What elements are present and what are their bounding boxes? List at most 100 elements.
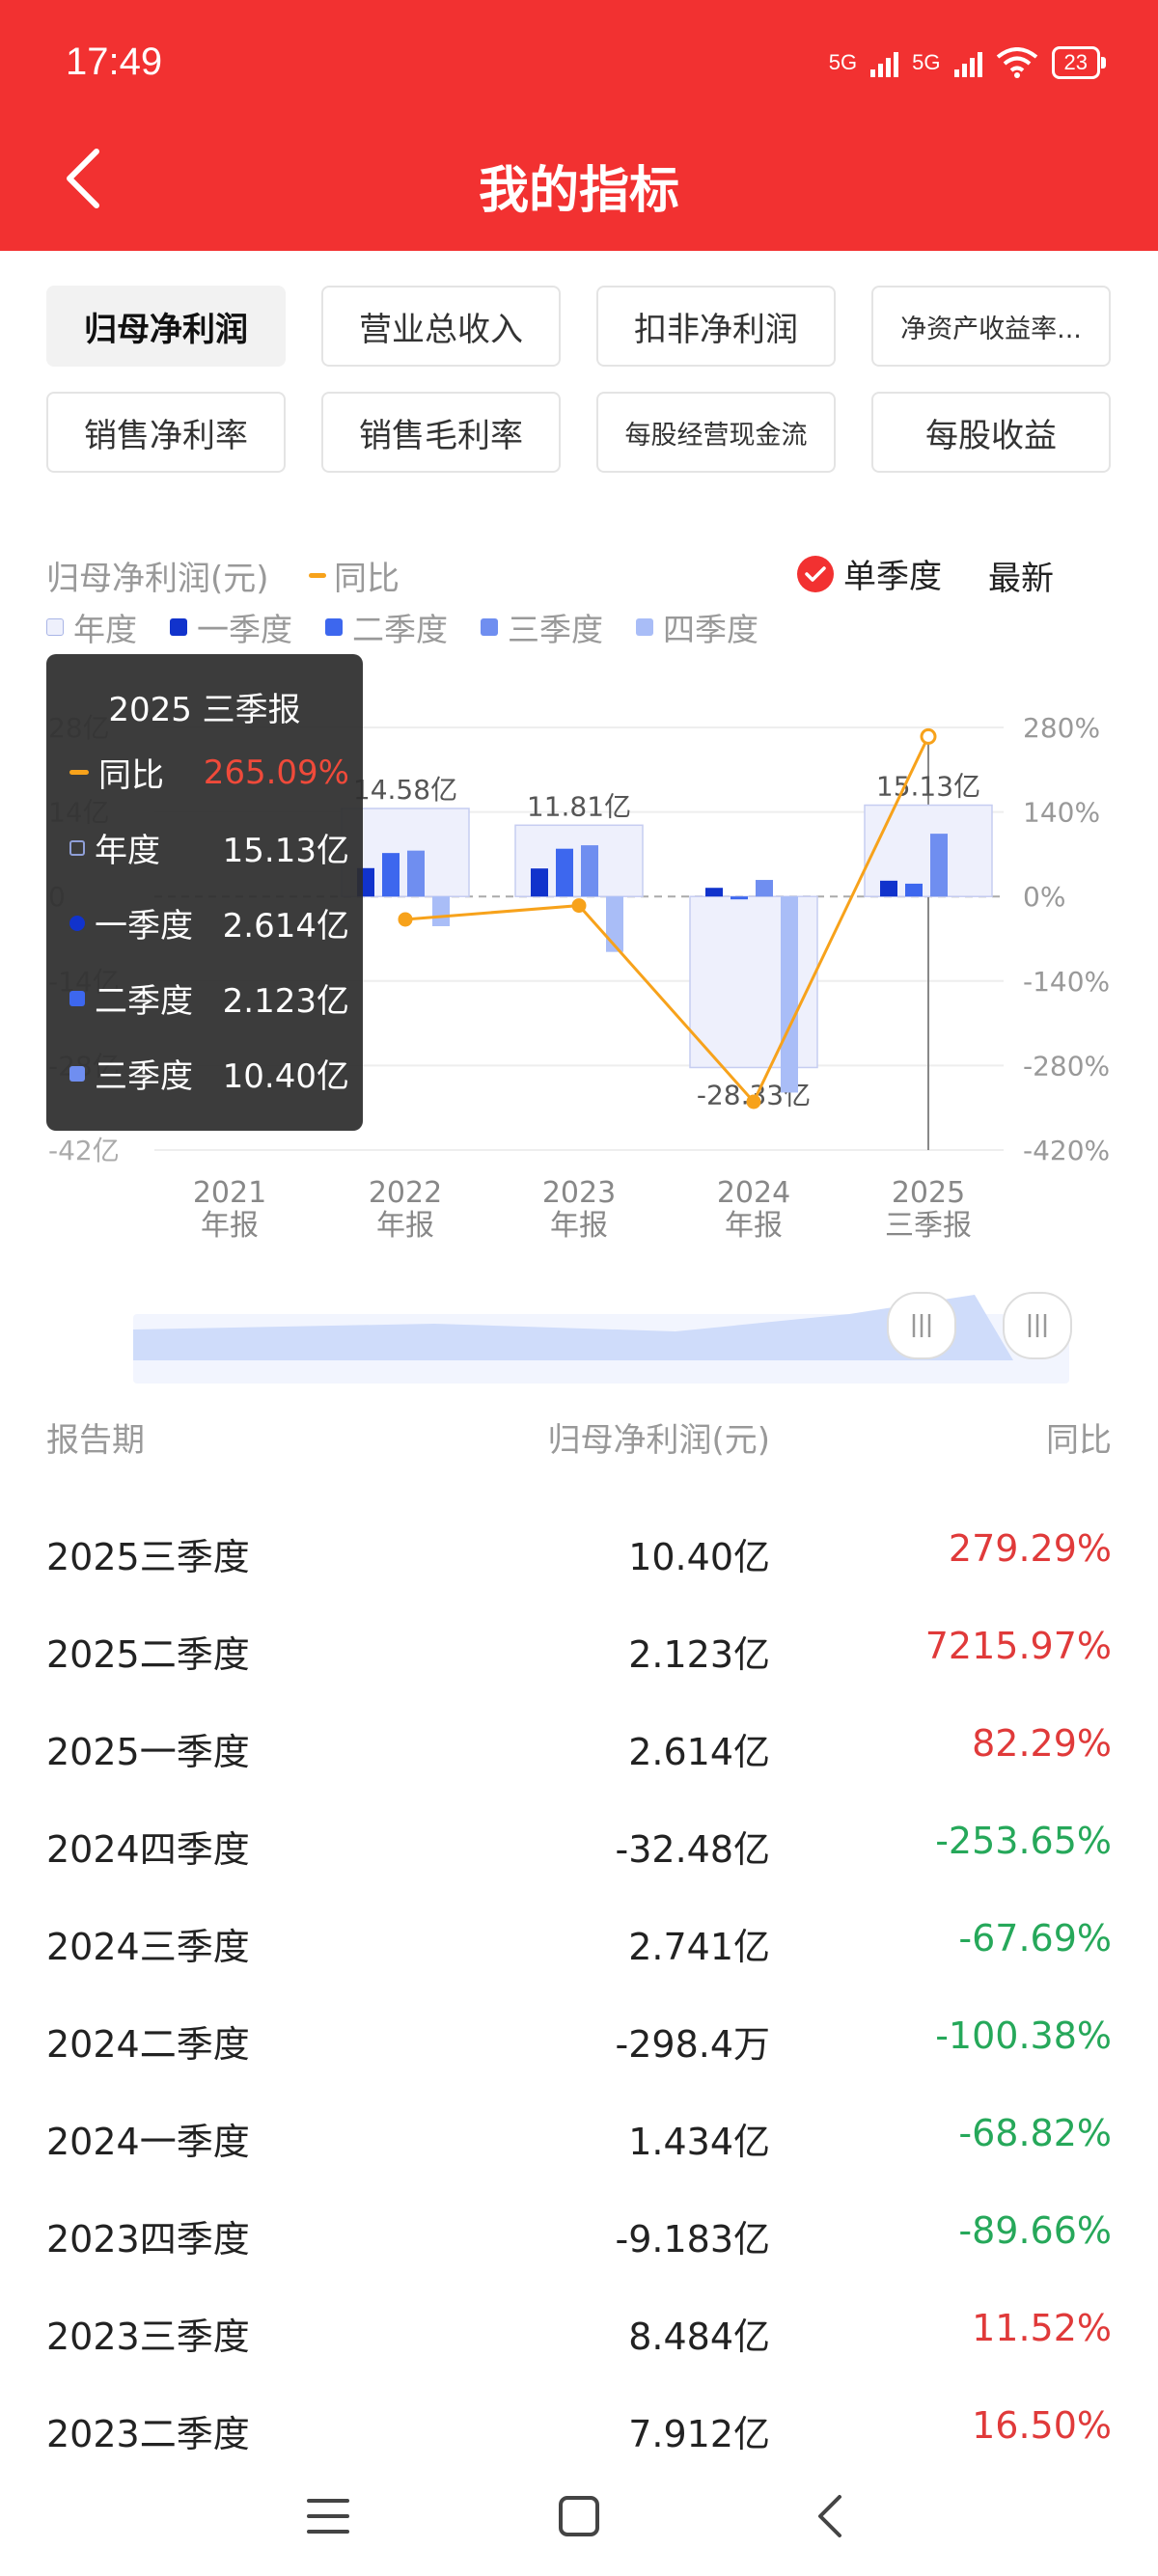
yoy-cell: -253.65% (935, 1820, 1112, 1862)
back-nav-icon[interactable] (814, 2493, 843, 2539)
latest-button[interactable]: 最新 (988, 560, 1054, 598)
legend-item[interactable]: 三季度 (481, 604, 603, 650)
menu-icon[interactable] (307, 2497, 349, 2535)
table-row[interactable]: 2024一季度 1.434亿 -68.82% (46, 2112, 1112, 2208)
legend-item[interactable]: 四季度 (636, 604, 758, 650)
legend-label: 三季度 (508, 611, 603, 648)
tooltip-value: 265.09% (203, 753, 349, 792)
metric-chip[interactable]: 每股收益 (871, 392, 1111, 473)
signal-icon (870, 48, 899, 77)
chart-header: 归母净利润(元) 同比 单季度 最新 年度 一季度 二季度 三季度 四季度 (46, 550, 1112, 656)
tooltip-row-q3: 三季度 10.40亿 (69, 1050, 349, 1097)
quarter-bar (705, 888, 723, 897)
yoy-cell: 7215.97% (924, 1625, 1112, 1667)
period-cell: 2024四季度 (46, 1828, 250, 1871)
annual-bar (689, 895, 818, 1069)
yoy-cell: -100.38% (935, 2014, 1112, 2057)
annual-bar-label: 14.58亿 (353, 774, 457, 806)
table-row[interactable]: 2023三季度 8.484亿 11.52% (46, 2307, 1112, 2403)
yoy-cell: 11.52% (972, 2307, 1112, 2349)
network-label-2: 5G (912, 50, 941, 74)
yoy-cell: 16.50% (972, 2404, 1112, 2447)
tooltip-title: 2025 三季报 (108, 691, 301, 729)
legend-item[interactable]: 二季度 (325, 604, 448, 650)
table-row[interactable]: 2025一季度 2.614亿 82.29% (46, 1722, 1112, 1819)
metric-chip[interactable]: 净资产收益率... (871, 286, 1111, 367)
y-right-tick-label: -140% (1023, 966, 1110, 998)
table-row[interactable]: 2024四季度 -32.48亿 -253.65% (46, 1820, 1112, 1916)
signal-icon (953, 48, 982, 77)
q3-marker (69, 1065, 85, 1082)
table-row[interactable]: 2024二季度 -298.4万 -100.38% (46, 2014, 1112, 2111)
quarter-bar (382, 853, 400, 897)
q1-marker (69, 915, 85, 931)
yoy-line (404, 735, 930, 1105)
period-cell: 2024二季度 (46, 2023, 250, 2066)
tooltip-row-annual: 年度 15.13亿 (69, 824, 349, 871)
annual-bar-label: 15.13亿 (876, 771, 980, 803)
chart-tooltip: 2025 三季报 同比 265.09% 年度 15.13亿 一季度 2.614亿… (46, 654, 363, 1131)
table-row[interactable]: 2025三季度 10.40亿 279.29% (46, 1527, 1112, 1624)
quarter-bar (731, 896, 748, 900)
legend-item[interactable]: 年度 (46, 604, 137, 650)
status-time: 17:49 (66, 41, 163, 83)
quarter-bar (407, 850, 425, 897)
home-icon[interactable] (558, 2495, 600, 2537)
y-left-tick-label: -42亿 (48, 1135, 120, 1166)
x-tick-label: 2021 (193, 1176, 266, 1210)
system-nav-bar (0, 2451, 1158, 2576)
legend-item[interactable]: 一季度 (170, 604, 292, 650)
yoy-point (746, 1094, 761, 1110)
metric-chip[interactable]: 营业总收入 (321, 286, 561, 367)
yoy-legend[interactable]: 同比 (309, 552, 400, 599)
check-icon (797, 555, 834, 592)
value-cell: -32.48亿 (615, 1828, 771, 1871)
x-tick-label: 2024 (717, 1176, 790, 1210)
tooltip-label: 二季度 (95, 982, 193, 1021)
table-row[interactable]: 2024三季度 2.741亿 -67.69% (46, 1917, 1112, 2014)
page-title: 我的指标 (478, 162, 679, 220)
table-row[interactable]: 2023二季度 7.912亿 16.50% (46, 2404, 1112, 2501)
period-cell: 2023二季度 (46, 2413, 250, 2455)
metric-chip[interactable]: 每股经营现金流 (596, 392, 836, 473)
value-cell: -298.4万 (615, 2023, 771, 2066)
tooltip-value: 2.123亿 (222, 982, 349, 1021)
x-tick-label: 三季报 (885, 1209, 972, 1243)
yoy-point (398, 912, 413, 927)
value-cell: 2.614亿 (628, 1731, 770, 1773)
period-cell: 2024一季度 (46, 2121, 250, 2163)
chart-title: 归母净利润(元) (46, 560, 269, 598)
yoy-legend-label: 同比 (334, 560, 400, 598)
table-row[interactable]: 2023四季度 -9.183亿 -89.66% (46, 2209, 1112, 2306)
x-tick-label: 年报 (550, 1209, 608, 1243)
yoy-cell: -67.69% (958, 1917, 1112, 1959)
yoy-cell: -89.66% (958, 2209, 1112, 2252)
value-cell: 2.741亿 (628, 1926, 770, 1968)
legend-label: 四季度 (663, 611, 758, 648)
x-tick-label: 年报 (376, 1209, 434, 1243)
metric-chip[interactable]: 销售净利率 (46, 392, 286, 473)
metric-chip[interactable]: 扣非净利润 (596, 286, 836, 367)
x-tick-label: 年报 (201, 1209, 259, 1243)
table-row[interactable]: 2025二季度 2.123亿 7215.97% (46, 1625, 1112, 1721)
legend-swatch (46, 618, 64, 636)
y-right-tick-label: 0% (1023, 881, 1065, 913)
quarter-bar (905, 883, 923, 897)
wifi-icon (996, 47, 1037, 78)
legend-swatch (170, 618, 187, 636)
net-profit-chart[interactable]: 28亿14亿0-14亿-28亿-42亿280%140%0%-140%-280%-… (0, 656, 1158, 1389)
chevron-left-icon (67, 149, 99, 208)
legend-swatch (325, 618, 343, 636)
legend-swatch (481, 618, 498, 636)
value-cell: 2.123亿 (628, 1633, 770, 1676)
period-cell: 2025一季度 (46, 1731, 250, 1773)
tooltip-row-q2: 二季度 2.123亿 (69, 974, 349, 1022)
metric-chip[interactable]: 销售毛利率 (321, 392, 561, 473)
metric-chip[interactable]: 归母净利润 (46, 286, 286, 367)
annual-bar-label: 11.81亿 (527, 790, 631, 822)
single-quarter-toggle[interactable]: 单季度 (797, 550, 942, 597)
quarter-bar (606, 896, 623, 952)
y-right-tick-label: -280% (1023, 1050, 1110, 1082)
tooltip-label: 同比 (98, 756, 164, 795)
back-button[interactable] (64, 145, 106, 212)
